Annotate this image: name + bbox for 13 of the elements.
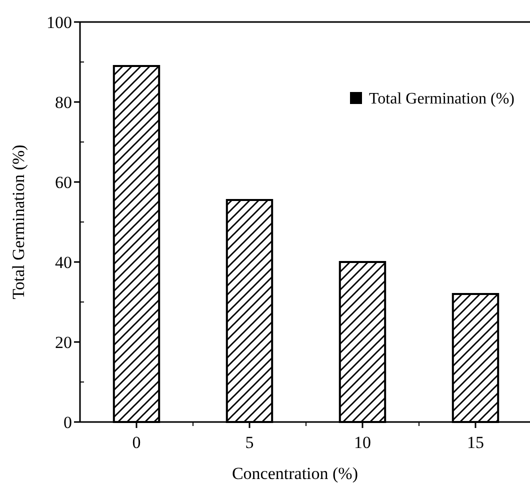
y-axis-title: Total Germination (%) [9,144,28,300]
y-tick-label: 0 [64,412,72,432]
x-tick-label: 15 [467,433,484,452]
x-tick-label: 10 [354,433,371,452]
y-tick-label: 20 [55,332,72,352]
x-axis-title: Concentration (%) [232,464,358,483]
text: Total Germination (%) [369,90,514,108]
y-tick-label: 60 [55,172,72,192]
x-tick-label: 5 [245,433,254,452]
x-tick-label: 0 [132,433,141,452]
y-tick-label: 100 [46,12,72,32]
y-tick-label: 40 [55,252,72,272]
y-tick-label: 80 [55,92,72,112]
